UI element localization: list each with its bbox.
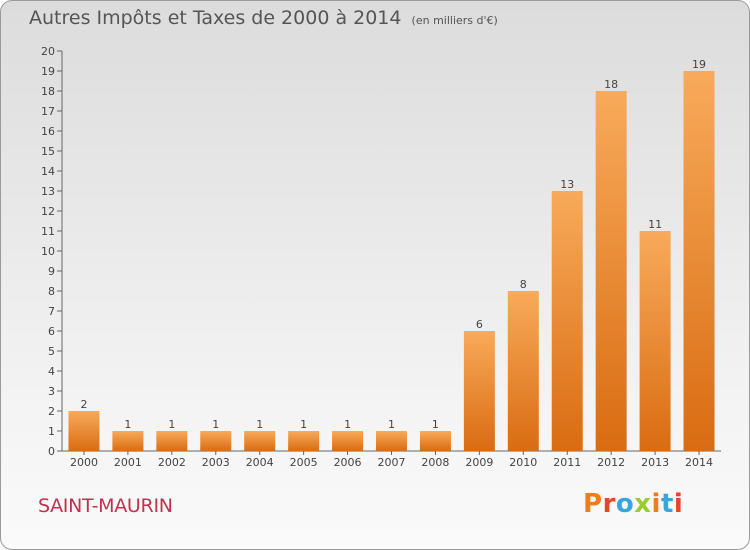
chart-title-main: Autres Impôts et Taxes de 2000 à 2014	[29, 7, 402, 29]
x-tick-label: 2010	[509, 456, 537, 469]
y-tick-label: 17	[41, 105, 55, 118]
y-tick-label: 10	[41, 245, 55, 258]
x-tick-label: 2007	[378, 456, 406, 469]
bar-value-label: 1	[212, 418, 219, 431]
x-tick-label: 2009	[465, 456, 493, 469]
bar	[595, 91, 627, 451]
y-tick-label: 19	[41, 65, 55, 78]
logo-letter: P	[583, 489, 603, 519]
x-tick-label: 2006	[334, 456, 362, 469]
bar	[332, 431, 364, 451]
y-tick-label: 16	[41, 125, 55, 138]
bar	[244, 431, 276, 451]
logo-letter: i	[651, 489, 661, 519]
x-tick-label: 2005	[290, 456, 318, 469]
bar-value-label: 13	[560, 178, 574, 191]
chart-title: Autres Impôts et Taxes de 2000 à 2014 (e…	[29, 7, 498, 29]
bar-value-label: 1	[432, 418, 439, 431]
bar-value-label: 8	[520, 278, 527, 291]
logo-letter: o	[615, 489, 635, 519]
bar	[419, 431, 451, 451]
bar-value-label: 19	[692, 58, 706, 71]
bar	[639, 231, 671, 451]
logo-letter: t	[660, 489, 674, 519]
x-tick-label: 2014	[685, 456, 713, 469]
y-tick-label: 0	[48, 445, 55, 458]
x-tick-label: 2012	[597, 456, 625, 469]
y-tick-label: 2	[48, 405, 55, 418]
proxiti-logo: Proxiti	[583, 489, 683, 519]
x-tick-label: 2004	[246, 456, 274, 469]
bar	[683, 71, 715, 451]
y-tick-label: 6	[48, 325, 55, 338]
x-tick-label: 2011	[553, 456, 581, 469]
bar	[200, 431, 232, 451]
bar-value-label: 11	[648, 218, 662, 231]
bar-value-label: 18	[604, 78, 618, 91]
bar-value-label: 6	[476, 318, 483, 331]
bar-value-label: 1	[344, 418, 351, 431]
x-tick-label: 2008	[421, 456, 449, 469]
logo-letter: i	[673, 489, 684, 519]
bar	[156, 431, 188, 451]
bar-value-label: 1	[256, 418, 263, 431]
x-tick-label: 2000	[70, 456, 98, 469]
chart-title-unit: (en milliers d'€)	[411, 14, 498, 27]
bar	[112, 431, 144, 451]
bar	[288, 431, 320, 451]
bar	[507, 291, 539, 451]
bar-value-label: 1	[168, 418, 175, 431]
y-tick-label: 9	[48, 265, 55, 278]
y-tick-label: 4	[48, 365, 55, 378]
bar-value-label: 1	[300, 418, 307, 431]
bar-value-label: 1	[388, 418, 395, 431]
commune-name: SAINT-MAURIN	[38, 495, 173, 517]
y-tick-label: 5	[48, 345, 55, 358]
x-tick-label: 2002	[158, 456, 186, 469]
bar-value-label: 1	[124, 418, 131, 431]
logo-letter: x	[634, 489, 652, 519]
bar	[551, 191, 583, 451]
y-tick-label: 13	[41, 185, 55, 198]
x-tick-label: 2013	[641, 456, 669, 469]
bar-value-label: 2	[80, 398, 87, 411]
logo-letter: r	[602, 489, 616, 519]
bar	[463, 331, 495, 451]
y-tick-label: 12	[41, 205, 55, 218]
bar	[68, 411, 100, 451]
y-tick-label: 7	[48, 305, 55, 318]
y-tick-label: 20	[41, 45, 55, 58]
y-tick-label: 11	[41, 225, 55, 238]
y-tick-label: 3	[48, 385, 55, 398]
y-tick-label: 1	[48, 425, 55, 438]
y-tick-label: 15	[41, 145, 55, 158]
y-tick-label: 14	[41, 165, 55, 178]
y-tick-label: 8	[48, 285, 55, 298]
bar	[376, 431, 407, 451]
x-tick-label: 2001	[114, 456, 142, 469]
x-tick-label: 2003	[202, 456, 230, 469]
y-tick-label: 18	[41, 85, 55, 98]
